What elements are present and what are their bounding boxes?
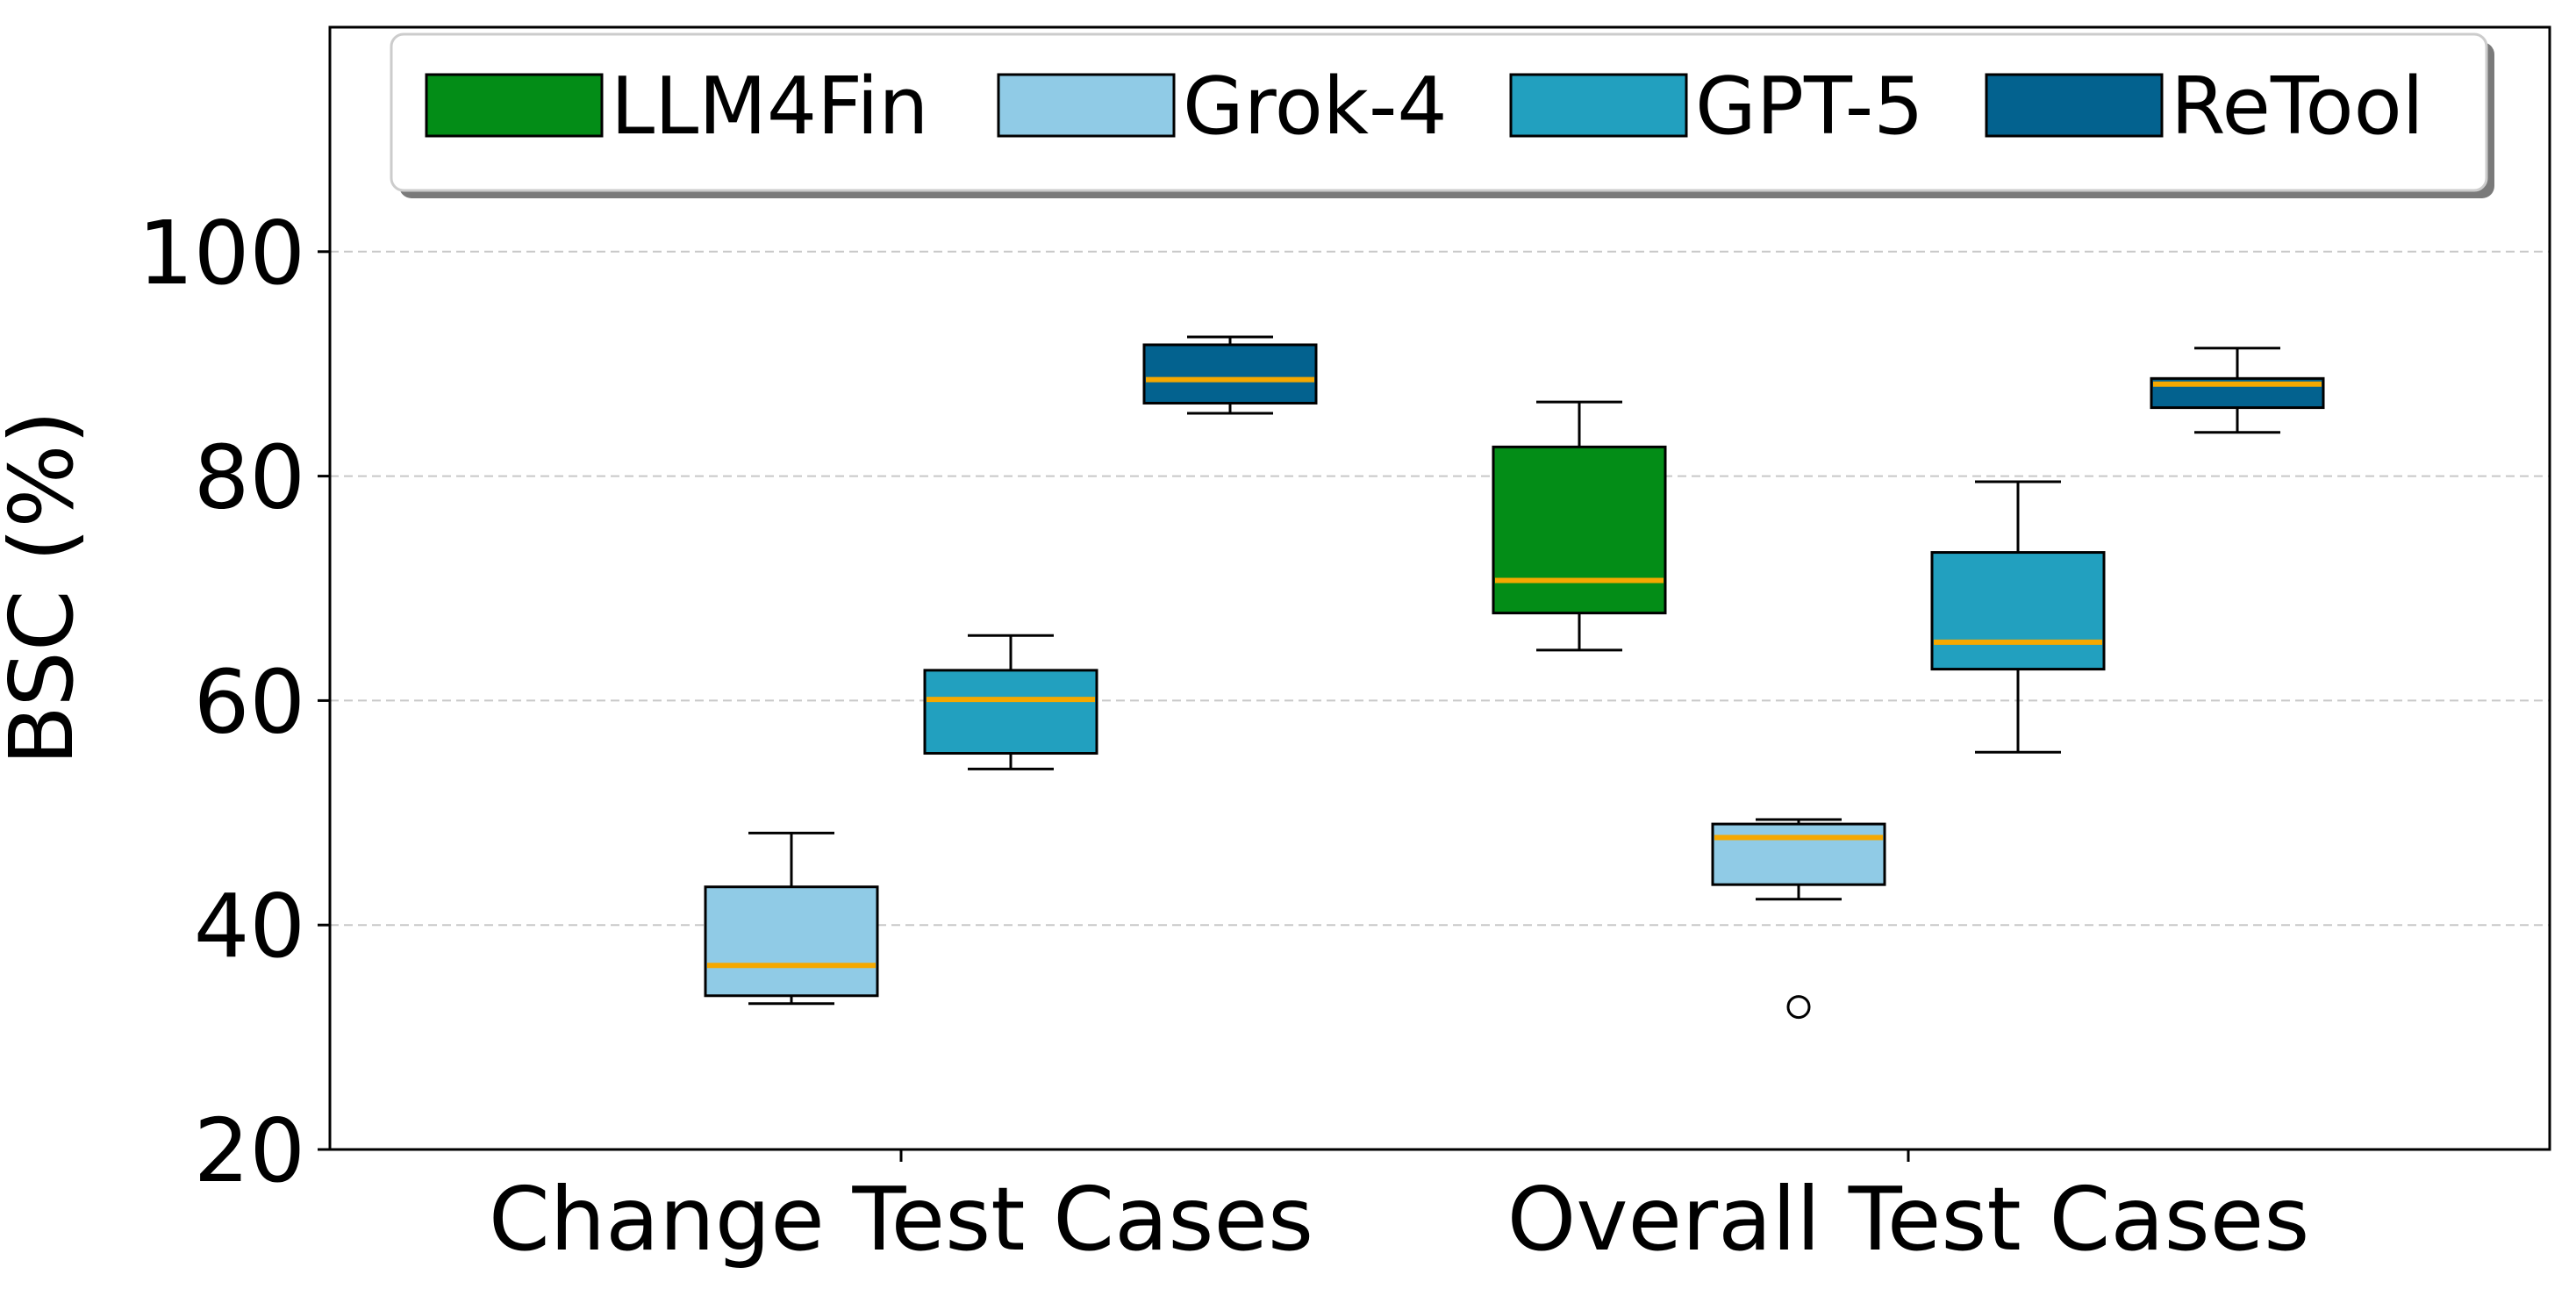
outlier-point: [1786, 995, 1811, 1020]
legend-label-retool: ReTool: [2171, 61, 2424, 153]
legend-frame: [390, 32, 2488, 192]
gridlines: [330, 250, 2550, 927]
box-body: [704, 885, 879, 998]
axes: 20 40 60 80 100 Change Test Cases Overall Test…: [138, 202, 2309, 1271]
y-tick-label: 20: [194, 1099, 305, 1202]
box-body: [923, 669, 1098, 755]
y-tick-label: 80: [194, 426, 305, 529]
x-tick-label: Change Test Cases: [489, 1168, 1313, 1271]
legend-swatch-llm4fin: [425, 73, 604, 138]
box-retool-0: [1142, 335, 1318, 415]
y-tick-label: 60: [194, 650, 305, 753]
legend-swatch-gpt-5: [1509, 73, 1688, 138]
box-grok-4-0: [704, 831, 879, 1006]
box-gpt-5-1: [1930, 480, 2106, 754]
plot-frame: [328, 25, 2551, 1151]
box-gpt-5-0: [923, 634, 1098, 770]
box-body: [1142, 343, 1318, 405]
legend-label-grok-4: Grok-4: [1183, 61, 1448, 153]
legend-label-llm4fin: LLM4Fin: [611, 61, 928, 153]
y-tick-label: 40: [194, 875, 305, 977]
legend-swatch-grok-4: [997, 73, 1176, 138]
box-llm4fin-1: [1492, 400, 1667, 652]
box-retool-1: [2150, 347, 2325, 434]
x-tick-label: Overall Test Cases: [1507, 1168, 2310, 1271]
box-grok-4-1: [1711, 818, 1886, 1020]
legend-swatch-retool: [1985, 73, 2164, 138]
legend-label-gpt-5: GPT-5: [1695, 61, 1923, 153]
box-body: [1492, 445, 1667, 615]
y-axis-label: BSC (%): [0, 411, 93, 766]
box-body: [1711, 822, 1886, 886]
legend: LLM4Fin Grok-4 GPT-5 ReTool: [390, 32, 2494, 198]
box-body: [1930, 551, 2106, 671]
boxes: [704, 335, 2325, 1020]
y-tick-label: 100: [138, 202, 305, 304]
